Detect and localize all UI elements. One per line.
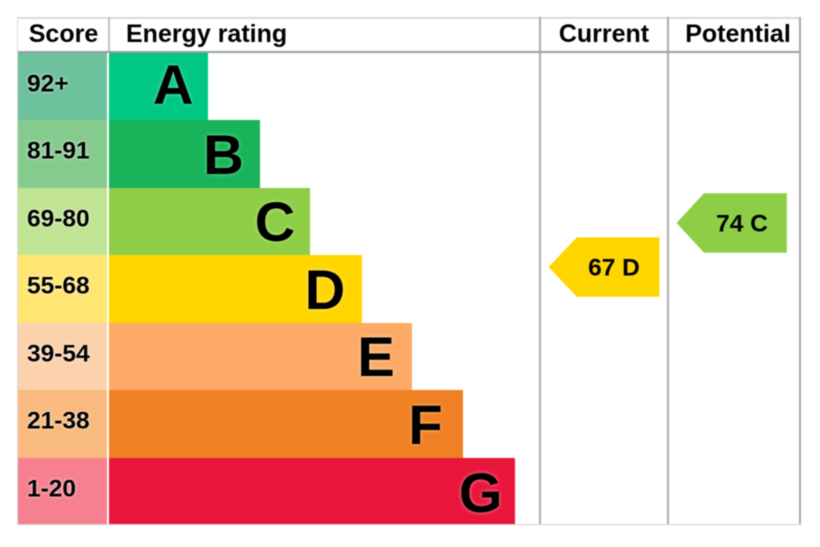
svg-text:74 C: 74 C: [716, 211, 768, 238]
svg-text:67 D: 67 D: [588, 255, 640, 282]
